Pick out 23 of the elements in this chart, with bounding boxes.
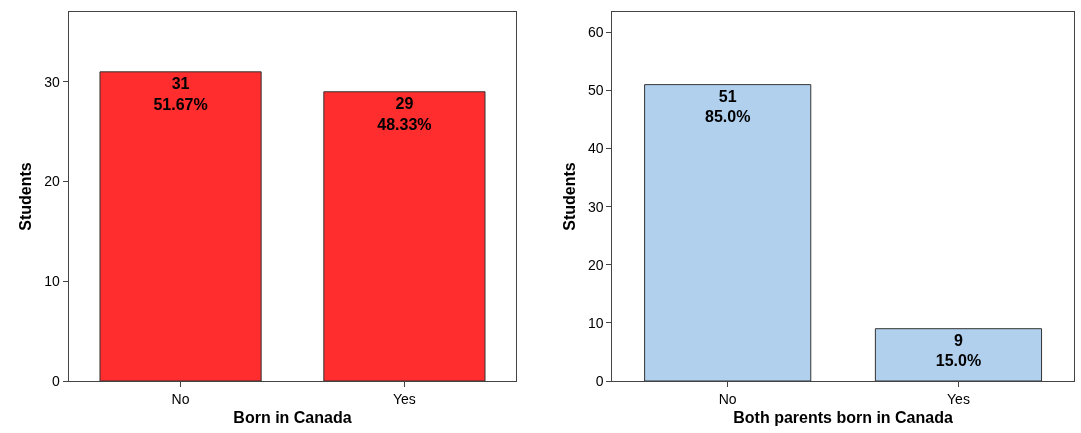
y-tick-label: 20 — [587, 256, 604, 273]
data-label: 29 48.33% — [377, 94, 432, 133]
y-tick-label: 50 — [587, 82, 604, 99]
y-tick-label: 0 — [52, 372, 61, 389]
y-tick-label: 30 — [44, 73, 61, 90]
x-tick-label: No — [718, 390, 737, 407]
data-label: 51 85.0% — [705, 87, 751, 126]
y-axis-title: Students — [560, 162, 578, 231]
y-tick-label: 10 — [44, 273, 61, 290]
y-axis-title: Students — [17, 162, 35, 231]
y-tick-label: 40 — [587, 140, 604, 157]
y-tick-label: 30 — [587, 198, 604, 215]
x-tick-label: Yes — [393, 390, 416, 407]
x-tick-label: Yes — [947, 390, 970, 407]
y-tick-label: 20 — [44, 173, 61, 190]
data-label: 9 15.0% — [935, 331, 982, 370]
x-axis-title: Born in Canada — [233, 409, 352, 427]
x-tick-label: No — [171, 390, 190, 407]
y-tick-label: 60 — [587, 24, 604, 41]
y-tick-label: 10 — [587, 314, 604, 331]
y-tick-label: 0 — [595, 372, 604, 389]
x-axis-title: Both parents born in Canada — [733, 409, 953, 427]
data-label: 31 51.67% — [153, 74, 208, 113]
